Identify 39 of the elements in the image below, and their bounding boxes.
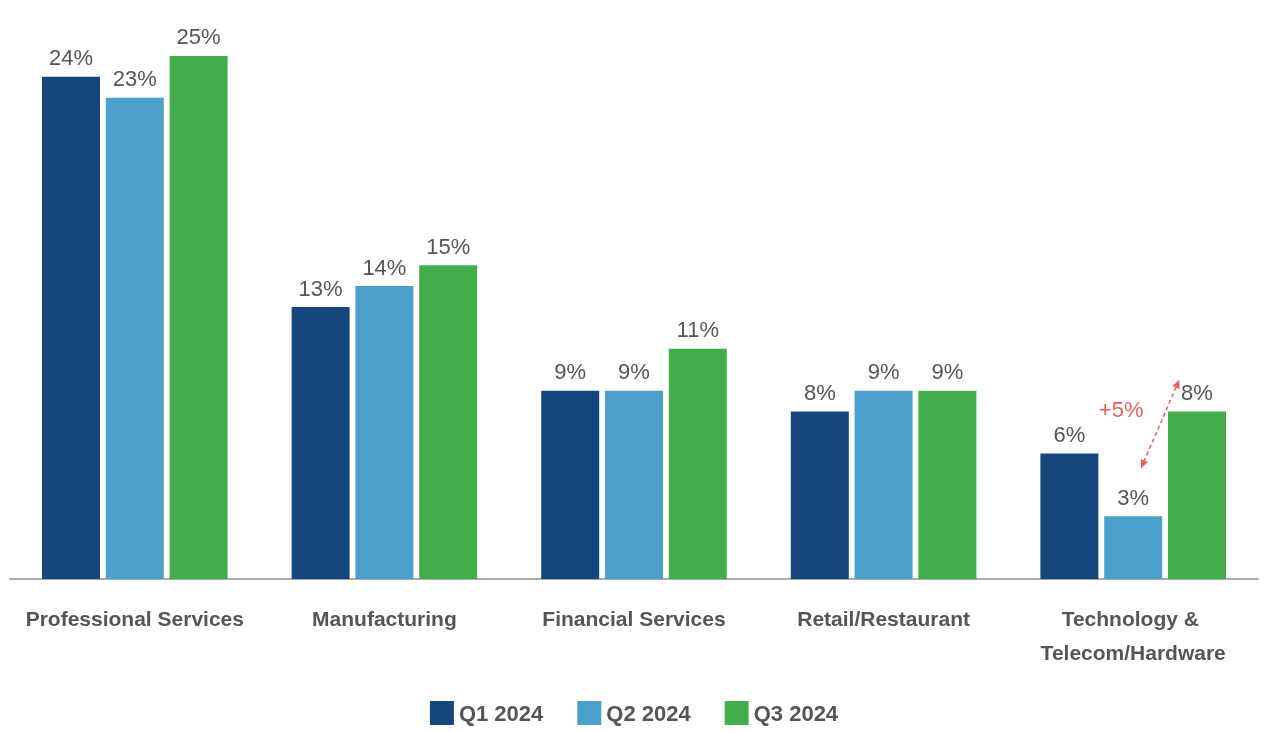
data-label: 9% [554,359,587,385]
data-label: 8% [1181,380,1213,406]
bar [918,390,977,579]
legend-label: Q1 2024 [458,700,545,726]
bar [1104,516,1163,579]
bar [605,390,663,579]
data-label: 25% [176,24,221,50]
legend-label: Q3 2024 [753,700,839,726]
bar [1168,411,1226,579]
bar [1040,453,1099,579]
bar [42,76,100,579]
data-label: 9% [867,359,900,385]
bar [854,390,913,579]
data-label: 15% [426,233,471,259]
x-tick-label: Retail/Restaurant [797,606,970,630]
x-tick-label: Financial Services [542,606,726,630]
bar [790,411,849,579]
x-tick-label: Technology & Telecom/Hardware [1040,606,1226,664]
data-label: 6% [1053,421,1086,447]
data-label: 8% [803,380,836,406]
data-label: 11% [676,317,719,343]
bar [291,307,350,579]
data-label: 24% [48,45,94,71]
data-label: 23% [112,66,157,92]
data-label: 3% [1117,484,1150,510]
data-label: 9% [931,359,964,385]
bar [169,55,228,579]
x-tick-label: Manufacturing [312,606,457,630]
bar [668,348,727,579]
bar [355,286,414,579]
bar [105,97,164,579]
x-tick-label: Professional Services [25,606,244,630]
bar [419,265,478,579]
data-label: 13% [298,275,343,301]
annotation: +5% [1098,396,1144,422]
legend-label: Q2 2024 [606,700,692,726]
bar [541,390,600,579]
data-label: 9% [618,359,650,385]
data-label: 14% [362,254,407,280]
